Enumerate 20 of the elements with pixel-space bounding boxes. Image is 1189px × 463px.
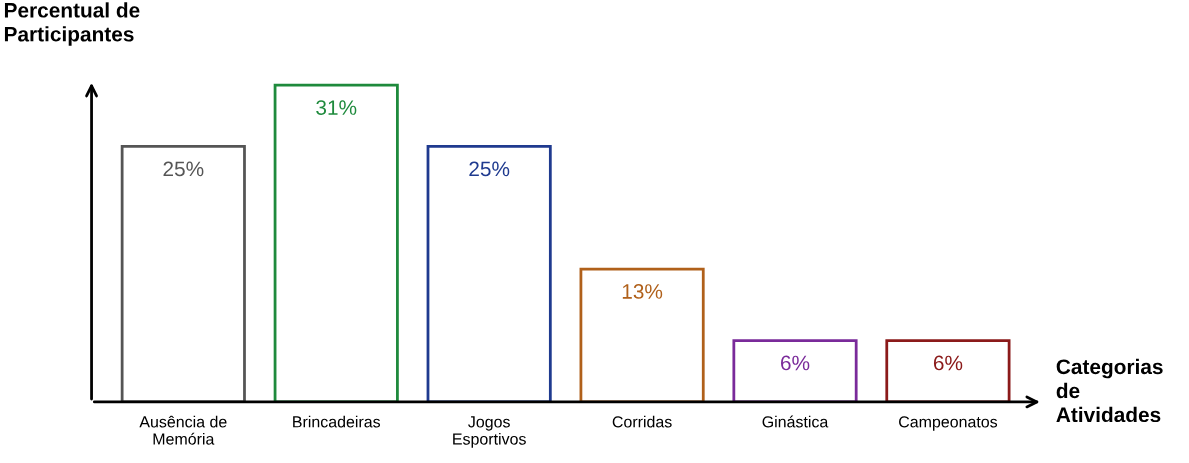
data-label: 25% <box>163 161 204 177</box>
x-tick-label: Corridas <box>612 415 672 428</box>
x-tick-label: Campeonatos <box>899 416 998 431</box>
y-axis-title: Percentual de Participantes <box>4 2 140 46</box>
bar <box>732 339 858 402</box>
x-axis-title: Categorias de Atividades <box>1056 358 1163 423</box>
data-label: 6% <box>781 355 810 371</box>
x-tick-label: Ausência de Memória <box>139 415 227 445</box>
data-label: 6% <box>933 355 963 371</box>
bar <box>120 145 246 402</box>
x-tick-label: Ginástica <box>762 415 829 428</box>
data-label: 25% <box>469 161 510 177</box>
x-tick-label: Brincadeiras <box>293 415 381 428</box>
bar <box>273 83 399 402</box>
bar <box>426 145 552 402</box>
x-tick-label: Jogos Esportivos <box>453 416 526 448</box>
bar <box>579 267 705 402</box>
data-label: 31% <box>316 100 357 115</box>
bar <box>885 339 1011 402</box>
data-label: 13% <box>622 284 663 299</box>
